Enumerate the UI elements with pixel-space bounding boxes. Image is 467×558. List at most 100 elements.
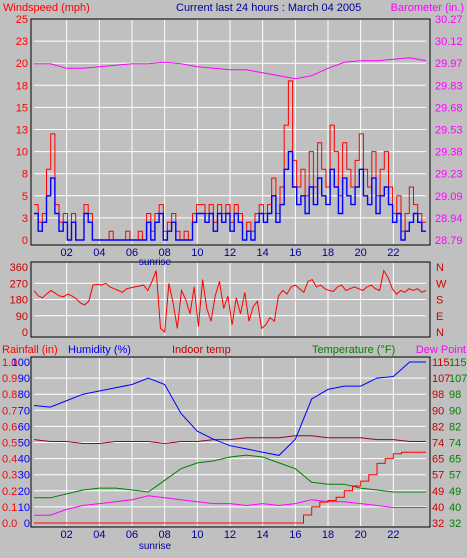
dew-point-y-tick-label: 40 [449,502,461,514]
rain-y-tick-label: 0.4 [2,454,17,466]
humidity-y-tick-label: 20 [18,486,30,498]
x-tick-label-humidity: 18 [322,529,334,541]
x-tick-label-humidity: 04 [93,529,105,541]
wind-y-tick-label: 0 [22,235,28,247]
wind-y-tick-label: 25 [16,14,28,26]
rain-y-tick-label: 0.7 [2,405,17,417]
barometer-axis-label: Barometer (in.) [391,2,464,14]
rain-y-tick-label: 0.6 [2,421,17,433]
direction-y-tick-label: 270 [10,278,28,290]
humidity-y-tick-label: 30 [18,470,30,482]
barometer-y-tick-label: 29.68 [435,102,463,114]
x-tick-label-humidity: 16 [289,529,301,541]
dew-point-y-tick-label: 115 [449,357,467,369]
x-tick-label-humidity: 10 [191,529,203,541]
dew-point-y-tick-label: 49 [449,486,461,498]
wind-y-tick-label: 13 [16,125,28,137]
direction-compass-label: W [436,278,447,290]
direction-compass-label: S [436,295,443,307]
humidity-y-tick-label: 60 [18,421,30,433]
rain-y-tick-label: 0.3 [2,470,17,482]
wind-y-tick-label: 5 [22,191,28,203]
wind-y-tick-label: 10 [16,147,28,159]
temperature-y-tick-label: 40 [432,502,444,514]
humidity-line [33,361,426,456]
barometer-y-tick-label: 29.83 [435,80,463,92]
x-tick-label-wind: 22 [387,247,399,259]
wind-y-tick-label: 15 [16,102,28,114]
indoor-temp-label: Indoor temp [172,344,231,356]
direction-compass-label: E [436,311,443,323]
temperature-y-tick-label: 65 [432,454,444,466]
wind-y-tick-label: 3 [22,213,28,225]
x-tick-label-wind: 08 [159,247,171,259]
humidity-y-tick-label: 0 [24,518,30,530]
x-tick-label-humidity: 12 [224,529,236,541]
rain-y-tick-label: 0.5 [2,438,17,450]
direction-y-tick-label: 360 [10,262,28,274]
indoor-temp-line [33,435,426,445]
temperature-y-tick-label: 74 [432,438,444,450]
dew-point-y-tick-label: 32 [449,518,461,530]
x-tick-label-wind: 06 [126,247,138,259]
rain-y-tick-label: 0.0 [2,518,17,530]
temperature-y-tick-label: 82 [432,421,444,433]
temperature-y-tick-label: 32 [432,518,444,530]
rain-y-tick-label: 1.0 [2,357,17,369]
wind-y-tick-label: 20 [16,58,28,70]
rainfall-axis-label: Rainfall (in) [2,344,58,356]
temperature-y-tick-label: 98 [432,389,444,401]
dew-point-y-tick-label: 98 [449,389,461,401]
dew-point-y-tick-label: 82 [449,421,461,433]
barometer-y-tick-label: 29.97 [435,58,463,70]
barometer-y-tick-label: 29.23 [435,169,463,181]
rain-y-tick-label: 0.1 [2,502,17,514]
wind-speed-line [34,150,426,241]
direction-compass-label: N [436,262,444,274]
x-tick-label-wind: 20 [355,247,367,259]
wind-y-tick-label: 18 [16,80,28,92]
x-tick-label-humidity: 20 [355,529,367,541]
dew-point-y-tick-label: 65 [449,454,461,466]
humidity-y-tick-label: 10 [18,502,30,514]
x-tick-label-humidity: 06 [126,529,138,541]
direction-y-tick-label: 0 [22,327,28,339]
x-tick-label-wind: 10 [191,247,203,259]
x-tick-label-wind: 14 [257,247,269,259]
dew-point-y-tick-label: 90 [449,405,461,417]
x-tick-label-wind: 18 [322,247,334,259]
humidity-axis-label: Humidity (%) [68,344,131,356]
temperature-y-tick-label: 115 [432,357,450,369]
dew-point-axis-label: Dew Point [416,344,466,356]
direction-y-tick-label: 90 [16,311,28,323]
barometer-y-tick-label: 29.09 [435,191,463,203]
direction-compass-label: N [436,327,444,339]
dew-point-y-tick-label: 57 [449,470,461,482]
humidity-y-tick-label: 90 [18,373,30,385]
humidity-y-tick-label: 40 [18,454,30,466]
humidity-y-tick-label: 80 [18,389,30,401]
temperature-y-tick-label: 57 [432,470,444,482]
wind-y-tick-label: 8 [22,169,28,181]
dew-point-y-tick-label: 107 [449,373,467,385]
barometer-y-tick-label: 28.94 [435,213,463,225]
rain-y-tick-label: 0.9 [2,373,17,385]
dew-point-y-tick-label: 74 [449,438,461,450]
x-tick-label-wind: 16 [289,247,301,259]
x-tick-label-humidity: 08 [159,529,171,541]
wind-y-tick-label: 23 [16,36,28,48]
rain-y-tick-label: 0.8 [2,389,17,401]
sunrise-label: sunrise [139,541,172,552]
temperature-y-tick-label: 90 [432,405,444,417]
temperature-axis-label: Temperature (°F) [312,344,395,356]
temperature-y-tick-label: 107 [432,373,450,385]
x-tick-label-humidity: 22 [387,529,399,541]
barometer-y-tick-label: 30.12 [435,36,463,48]
sunrise-label: sunrise [139,257,172,268]
x-tick-label-wind: 02 [61,247,73,259]
rain-y-tick-label: 0.2 [2,486,17,498]
x-tick-label-wind: 12 [224,247,236,259]
barometer-y-tick-label: 30.27 [435,14,463,26]
wind-direction-line [33,269,427,334]
